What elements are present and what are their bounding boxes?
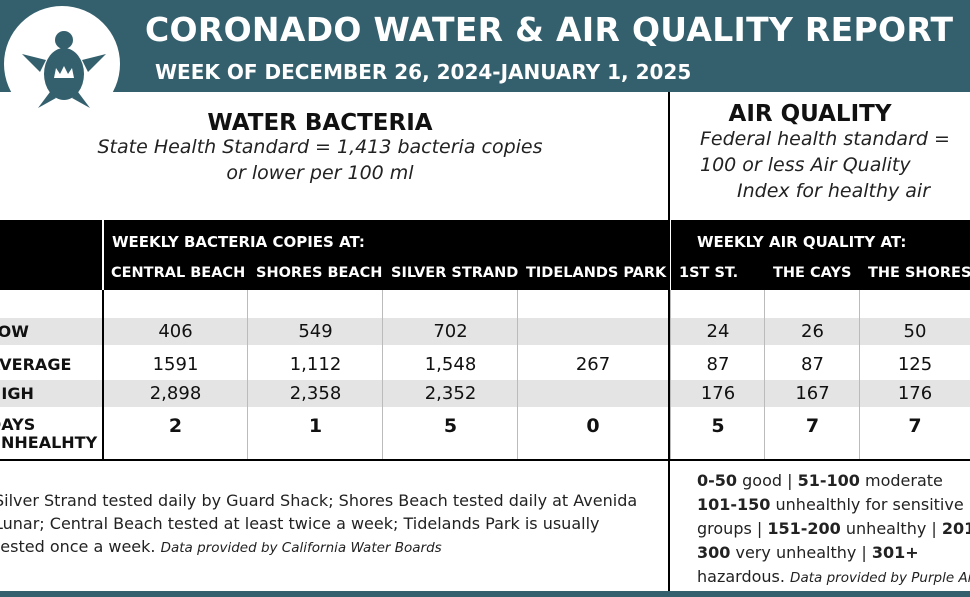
air-standard: 100 or less Air Quality [700,154,911,176]
note-run: unhealthly for sensitive groups | [697,495,964,538]
column-header: CENTRAL BEACH [111,265,246,281]
note-run: 101-150 [697,495,771,514]
air-heading: WEEKLY AIR QUALITY AT: [697,233,907,251]
air-note: 0-50 good | 51-100 moderate 101-150 unhe… [697,469,970,590]
cell: 7 [908,415,922,437]
note-run: 151-200 [767,519,841,538]
cell: 549 [298,320,333,342]
column-line [247,290,248,460]
column-header: SHORES BEACH [256,265,383,281]
row-label: DAYS UNHEALHTY [0,415,98,452]
column-header: THE SHORES [868,265,970,281]
note-run: Silver Strand tested daily by Guard Shac… [0,491,638,556]
row-shade [0,380,970,407]
cell: 2,898 [149,382,202,404]
column-header: THE CAYS [773,265,852,281]
cell: 1 [308,415,323,437]
subtitle: WEEK OF DECEMBER 26, 2024-JANUARY 1, 202… [155,60,692,84]
note-run: unhealthy | [840,519,942,538]
cell: 26 [801,320,824,342]
water-standard: State Health Standard = 1,413 bacteria c… [97,136,543,158]
water-title: WATER BACTERIA [207,110,433,136]
column-header: SILVER STRAND [391,265,519,281]
water-standard: or lower per 100 ml [226,162,414,184]
cell: 5 [443,415,458,437]
cell: 176 [700,382,736,404]
cell: 50 [903,320,927,342]
note-run: hazardous. [697,567,791,586]
row-shade [0,292,970,318]
cell: 0 [586,415,600,437]
column-header: 1ST ST. [679,265,739,281]
row-label: HIGH [0,383,34,403]
cell: 702 [433,320,468,342]
cell: 7 [805,415,820,437]
row-shade [0,318,970,345]
divider [668,92,670,592]
cell: 176 [897,382,933,404]
cell: 87 [801,353,824,375]
column-line [102,220,104,290]
cell: 1591 [152,353,199,375]
note-run: 51-100 [797,471,860,490]
note-run: moderate [859,471,943,490]
note-run: 201-300 [697,519,970,562]
column-line [382,290,383,460]
logo [4,6,120,122]
row-label: LOW [0,321,29,341]
note-run: 301+ [871,543,919,562]
header-band-air [671,220,970,290]
cell: 87 [706,353,730,375]
cell: 2,352 [424,382,477,404]
header-band-water [0,220,668,290]
cell: 2,358 [289,382,342,404]
column-line [859,290,860,460]
cell: 5 [711,415,725,437]
note-run: Data provided by Purple Air [790,570,970,586]
header-band [0,0,970,92]
footer-band [0,591,970,597]
cell: 167 [795,382,830,404]
air-standard: Federal health standard = [700,128,950,150]
note-run: very unhealthy | [730,543,872,562]
air-standard: Index for healthy air [737,180,931,202]
air-title: AIR QUALITY [728,101,892,127]
row-label: AVERAGE [0,354,72,374]
table-bottom [0,459,970,461]
cell: 24 [706,320,730,342]
column-line [102,220,104,460]
water-heading: WEEKLY BACTERIA COPIES AT: [112,233,365,251]
note-run: 0-50 [697,471,738,490]
water-note: Silver Strand tested daily by Guard Shac… [0,489,654,560]
cell: 1,548 [424,353,477,375]
title: CORONADO WATER & AIR QUALITY REPORT [145,10,954,49]
note-run: good | [737,471,798,490]
cell: 406 [158,320,193,342]
note-run: Data provided by California Water Boards [160,540,442,556]
column-line [517,290,518,460]
cell: 1,112 [289,353,342,375]
column-line [670,290,671,460]
cell: 267 [575,353,611,375]
cell: 125 [897,353,933,375]
column-header: TIDELANDS PARK [526,265,667,281]
cell: 2 [168,415,183,437]
column-line [764,290,765,460]
